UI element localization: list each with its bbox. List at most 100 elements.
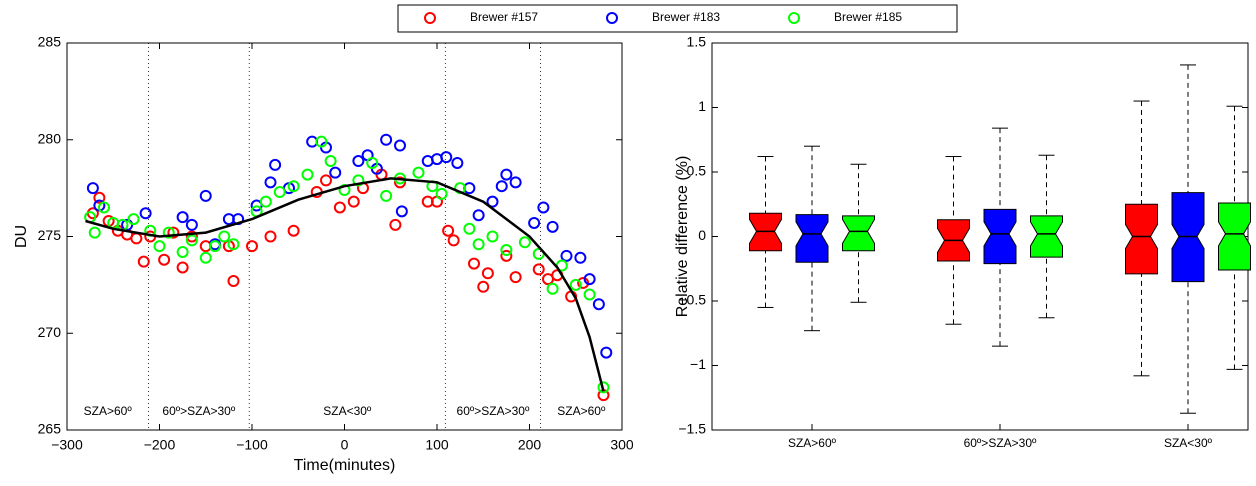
x-tick-label: SZA>60º — [788, 436, 837, 450]
y-tick-label: −1 — [690, 356, 706, 372]
data-point — [518, 236, 531, 249]
y-tick-label: 285 — [38, 34, 62, 50]
fit-line — [85, 177, 605, 392]
data-point — [199, 251, 212, 264]
data-point — [320, 174, 332, 187]
data-point — [389, 218, 402, 231]
data-point — [394, 139, 406, 152]
legend-marker — [788, 12, 800, 24]
y-tick-label: −1.5 — [678, 421, 706, 437]
data-point — [259, 195, 272, 208]
data-point — [352, 155, 365, 168]
data-point — [273, 185, 286, 198]
y-tick-label: −0.5 — [678, 292, 706, 308]
data-point — [218, 230, 231, 243]
x-tick-label: 100 — [425, 437, 449, 453]
y-tick-label: 0 — [698, 227, 706, 243]
data-point — [394, 176, 406, 189]
data-point — [442, 224, 455, 237]
box — [795, 214, 829, 263]
data-point — [500, 244, 513, 257]
x-axis-label: Time(minutes) — [294, 457, 396, 474]
data-point — [528, 216, 541, 229]
data-point — [153, 240, 166, 253]
data-point — [537, 201, 550, 214]
data-point — [176, 245, 189, 258]
data-point — [269, 158, 282, 171]
data-point — [463, 222, 476, 235]
region-label: 60º>SZA>30º — [162, 404, 235, 418]
y-tick-label: 1 — [698, 98, 706, 114]
data-point — [227, 238, 240, 251]
data-point — [500, 249, 513, 262]
data-point — [333, 201, 346, 214]
data-point — [185, 230, 198, 243]
data-point — [412, 166, 425, 179]
data-point — [560, 249, 573, 262]
y-tick-label: 270 — [38, 324, 62, 340]
data-point — [199, 189, 212, 202]
region-label: SZA<30º — [323, 404, 372, 418]
data-point — [137, 255, 150, 268]
x-tick-label: 60º>SZA>30º — [964, 436, 1037, 450]
x-tick-label: 200 — [518, 437, 542, 453]
data-point — [546, 282, 559, 295]
data-point — [600, 346, 613, 359]
data-point — [440, 151, 453, 164]
data-point — [597, 381, 610, 394]
y-tick-label: 275 — [38, 227, 62, 243]
box — [1125, 203, 1158, 275]
data-point — [532, 263, 545, 276]
data-point — [472, 209, 485, 222]
scatter-axes: −300 −200 −100 0 100 200 300 265 270 275 280 285 Tim… — [13, 34, 634, 475]
data-point — [287, 180, 300, 193]
region-label: SZA>60º — [557, 404, 606, 418]
data-point — [86, 182, 99, 195]
data-point — [366, 156, 379, 169]
box — [842, 215, 875, 252]
y-tick-label: 0.5 — [687, 163, 707, 179]
data-point — [158, 253, 171, 266]
data-point — [98, 201, 110, 214]
data-point — [209, 240, 221, 253]
x-tick-label: −200 — [144, 437, 176, 453]
data-point — [185, 234, 198, 247]
data-point — [495, 180, 508, 193]
data-point — [227, 275, 240, 288]
data-point — [472, 238, 485, 251]
data-point — [176, 261, 189, 274]
data-point — [509, 271, 522, 284]
data-point — [395, 205, 408, 218]
data-point — [380, 133, 393, 146]
y-axis-label: Relative difference (%) — [674, 156, 691, 318]
x-tick-label: −100 — [236, 437, 268, 453]
data-point — [324, 155, 337, 168]
x-tick-label: SZA<30º — [1164, 436, 1213, 450]
data-point — [481, 267, 494, 280]
data-point — [264, 176, 277, 189]
plot-area — [711, 42, 1249, 431]
data-point — [500, 168, 513, 181]
data-point — [574, 251, 587, 264]
data-point — [264, 230, 277, 243]
data-point — [352, 174, 365, 187]
legend: Brewer #157 Brewer #183 Brewer #185 — [397, 4, 958, 33]
data-point — [546, 220, 559, 233]
legend-marker — [424, 12, 436, 24]
x-tick-label: 300 — [610, 437, 634, 453]
data-point — [477, 280, 490, 293]
data-point — [380, 189, 393, 202]
data-point — [301, 168, 314, 181]
legend-marker — [606, 12, 618, 24]
y-axis-label: DU — [13, 225, 30, 248]
data-point — [435, 187, 448, 200]
data-point — [93, 191, 106, 204]
data-point — [583, 288, 596, 301]
legend-label: Brewer #157 — [470, 10, 538, 24]
region-label: 60º>SZA>30º — [457, 404, 530, 418]
y-tick-label: 280 — [38, 130, 62, 146]
data-point — [287, 224, 300, 237]
box — [1218, 202, 1251, 271]
data-point — [451, 156, 464, 169]
